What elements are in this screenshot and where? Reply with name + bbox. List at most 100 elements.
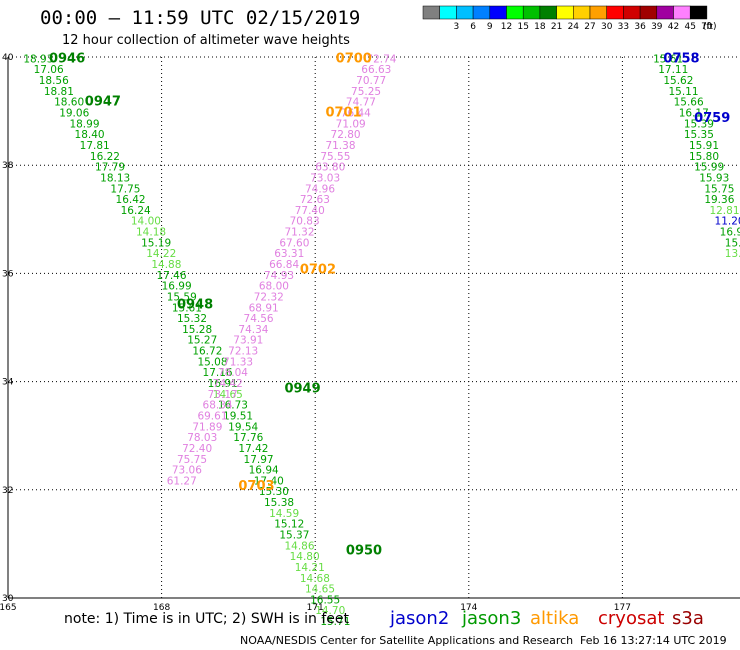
- data-point-label: 16.22: [90, 151, 120, 163]
- legend-bin-label: 36: [634, 22, 646, 32]
- data-point-label: 74.96: [305, 183, 335, 195]
- data-point-label: 16.91: [208, 378, 238, 390]
- legend-color-swatch: [656, 5, 674, 20]
- data-point-label: 78.03: [187, 432, 217, 444]
- y-tick-label: 34: [2, 378, 14, 388]
- data-point-label: 15.91: [689, 140, 719, 152]
- data-point-label: 17.79: [95, 162, 125, 174]
- data-point-label: 16.55: [310, 594, 340, 606]
- data-point-label: 18.99: [69, 118, 99, 130]
- data-point-label: 15.66: [674, 97, 704, 109]
- y-tick-label: 40: [2, 53, 14, 63]
- data-point-label: 15.19: [141, 237, 171, 249]
- time-label: 0702: [300, 262, 336, 277]
- legend-bin-label: 39: [651, 22, 663, 32]
- data-point-label: 17.16: [203, 367, 233, 379]
- legend-color-swatch: [422, 5, 440, 20]
- data-point-label: 16.42: [116, 194, 146, 206]
- data-point-label: 14.65: [305, 584, 335, 596]
- data-point-label: 14.59: [269, 508, 299, 520]
- legend-color-swatch: [573, 5, 591, 20]
- data-point-label: 72.74: [366, 53, 396, 65]
- legend-altika: altika: [530, 608, 580, 629]
- data-point-label: 11.20: [715, 216, 740, 228]
- legend-color-swatch: [456, 5, 474, 20]
- data-point-label: 74.34: [238, 324, 268, 336]
- time-label: 0701: [325, 106, 361, 121]
- legend-s3a: s3a: [672, 608, 704, 629]
- time-label: 0758: [663, 51, 699, 66]
- data-point-label: 15.61: [172, 302, 202, 314]
- data-point-label: 15.27: [187, 335, 217, 347]
- data-point-label: 16.24: [121, 205, 151, 217]
- data-point-label: 77.40: [295, 205, 325, 217]
- data-point-label: 14.88: [151, 259, 181, 271]
- data-point-label: 72.32: [254, 291, 284, 303]
- data-point-label: 17.81: [80, 140, 110, 152]
- data-point-label: 61.27: [167, 475, 197, 487]
- data-point-label: 17.97: [244, 454, 274, 466]
- data-point-label: 68.34: [203, 400, 233, 412]
- data-point-label: 15.11: [668, 86, 698, 98]
- data-point-label: 16.17: [679, 108, 709, 120]
- data-point-label: 18.40: [75, 129, 105, 141]
- data-point-label: 19.36: [704, 194, 734, 206]
- data-point-label: 13.91: [725, 248, 740, 260]
- data-point-label: 70.77: [356, 75, 386, 87]
- data-point-label: 18.56: [39, 75, 69, 87]
- data-point-label: 71.38: [325, 140, 355, 152]
- x-tick-label: 174: [460, 603, 477, 613]
- data-point-label: 15.37: [279, 529, 309, 541]
- data-point-label: 17.75: [110, 183, 140, 195]
- data-point-label: 15.59: [725, 237, 740, 249]
- footer-credit: NOAA/NESDIS Center for Satellite Applica…: [240, 634, 574, 647]
- data-point-label: 70.83: [290, 216, 320, 228]
- data-point-label: 72.63: [300, 194, 330, 206]
- data-point-label: 67.60: [279, 237, 309, 249]
- data-point-label: 12.81: [709, 205, 739, 217]
- data-point-label: 17.76: [233, 432, 263, 444]
- x-tick-label: 177: [614, 603, 631, 613]
- data-point-label: 16.72: [192, 346, 222, 358]
- legend-bin-label: 9: [487, 22, 493, 32]
- y-tick-label: 36: [2, 269, 14, 279]
- chart-subtitle: 12 hour collection of altimeter wave hei…: [62, 33, 350, 48]
- data-point-label: 14.80: [290, 551, 320, 563]
- data-point-label: 75.25: [351, 86, 381, 98]
- data-point-label: 16.94: [249, 465, 279, 477]
- data-point-label: 19.06: [59, 108, 89, 120]
- chart-title: 00:00 – 11:59 UTC 02/15/2019: [40, 7, 361, 29]
- data-point-label: 15.99: [694, 162, 724, 174]
- legend-bin-label: 12: [501, 22, 512, 32]
- data-point-label: 18.81: [44, 86, 74, 98]
- data-point-label: 72.80: [331, 129, 361, 141]
- data-point-label: 71.89: [192, 421, 222, 433]
- data-point-label: 63.80: [315, 162, 345, 174]
- data-point-label: 71.09: [336, 118, 366, 130]
- data-point-label: 74.77: [346, 97, 376, 109]
- data-point-label: 16.97: [720, 227, 740, 239]
- x-tick-label: 171: [307, 603, 324, 613]
- data-point-label: 74.93: [264, 270, 294, 282]
- data-point-label: 18.60: [54, 97, 84, 109]
- data-point-label: 18.93: [23, 53, 53, 65]
- data-point-label: 78.04: [218, 367, 248, 379]
- data-point-label: 14.22: [146, 248, 176, 260]
- legend-bin-label: 30: [601, 22, 613, 32]
- legend-color-swatch: [589, 5, 607, 20]
- legend-jason2: jason2: [390, 608, 450, 629]
- legend-color-swatch: [539, 5, 557, 20]
- legend-bin-label: 3: [454, 22, 460, 32]
- legend-bin-label: 15: [517, 22, 528, 32]
- legend-color-swatch: [606, 5, 624, 20]
- data-point-label: 15.71: [320, 616, 350, 628]
- time-label: 0949: [284, 381, 320, 396]
- legend-cryosat: cryosat: [598, 608, 665, 629]
- data-point-label: 14.21: [295, 562, 325, 574]
- data-point-label: 14.86: [284, 540, 314, 552]
- data-point-label: 15.75: [704, 183, 734, 195]
- data-point-label: 17.40: [254, 475, 284, 487]
- data-point-label: 66.63: [361, 64, 391, 76]
- data-point-label: 14.68: [300, 573, 330, 585]
- legend-bin-label: 18: [534, 22, 546, 32]
